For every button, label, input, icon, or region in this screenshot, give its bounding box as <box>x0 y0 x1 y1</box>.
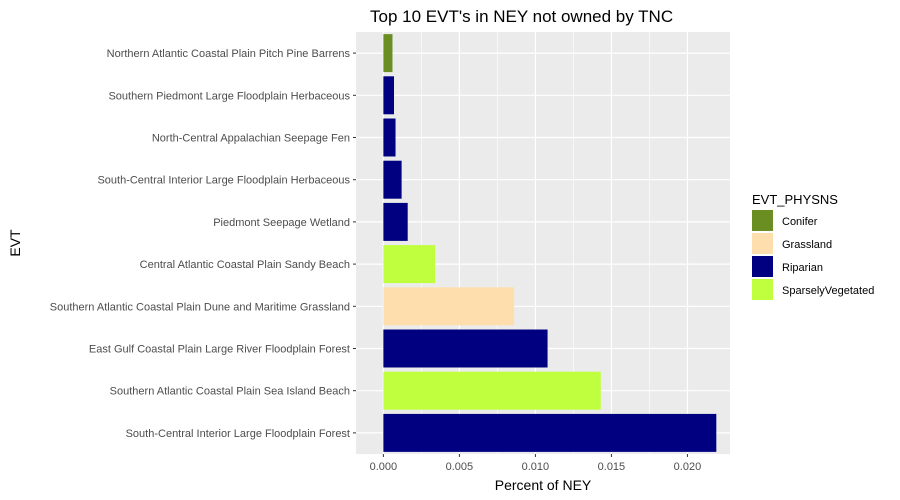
legend-label: Conifer <box>782 216 818 228</box>
bar <box>383 118 396 157</box>
y-tick-label: Southern Piedmont Large Floodplain Herba… <box>108 90 350 102</box>
bar <box>383 287 515 326</box>
x-tick-label: 0.015 <box>598 461 626 473</box>
bar <box>383 245 436 284</box>
y-axis-title: EVT <box>7 229 23 257</box>
x-tick-label: 0.005 <box>446 461 474 473</box>
y-tick-label: South-Central Interior Large Floodplain … <box>97 175 350 187</box>
y-tick-label: Southern Atlantic Coastal Plain Dune and… <box>50 301 350 313</box>
x-axis-title: Percent of NEY <box>495 477 592 493</box>
x-tick-label: 0.000 <box>370 461 398 473</box>
legend-label: SparselyVegetated <box>782 285 874 297</box>
y-tick-label: South-Central Interior Large Floodplain … <box>126 428 350 440</box>
legend: EVT_PHYSNS Conifer Grassland Riparian Spars… <box>752 192 874 300</box>
legend-key <box>752 210 773 231</box>
y-tick-label: Southern Atlantic Coastal Plain Sea Isla… <box>110 386 350 398</box>
bar <box>383 34 393 73</box>
bar <box>383 371 601 410</box>
legend-title: EVT_PHYSNS <box>752 192 838 207</box>
x-axis-ticks: 0.000 0.005 0.010 0.015 0.020 <box>370 454 702 473</box>
legend-key <box>752 279 773 300</box>
x-tick-label: 0.020 <box>674 461 702 473</box>
y-tick-label: Piedmont Seepage Wetland <box>213 217 350 229</box>
legend-key <box>752 233 773 254</box>
bar <box>383 202 408 241</box>
bars <box>383 34 717 452</box>
bar <box>383 160 402 199</box>
y-tick-label: Northern Atlantic Coastal Plain Pitch Pi… <box>107 48 351 60</box>
y-axis-ticks: Northern Atlantic Coastal Plain Pitch Pi… <box>50 48 356 440</box>
bar <box>383 329 548 368</box>
y-tick-label: Central Atlantic Coastal Plain Sandy Bea… <box>140 259 350 271</box>
bar <box>383 413 717 452</box>
legend-label: Riparian <box>782 262 823 274</box>
chart-title: Top 10 EVT's in NEY not owned by TNC <box>370 7 673 26</box>
y-tick-label: East Gulf Coastal Plain Large River Floo… <box>89 344 350 356</box>
legend-label: Grassland <box>782 239 832 251</box>
bar <box>383 76 395 115</box>
x-tick-label: 0.010 <box>522 461 550 473</box>
legend-key <box>752 256 773 277</box>
y-tick-label: North-Central Appalachian Seepage Fen <box>152 133 350 145</box>
